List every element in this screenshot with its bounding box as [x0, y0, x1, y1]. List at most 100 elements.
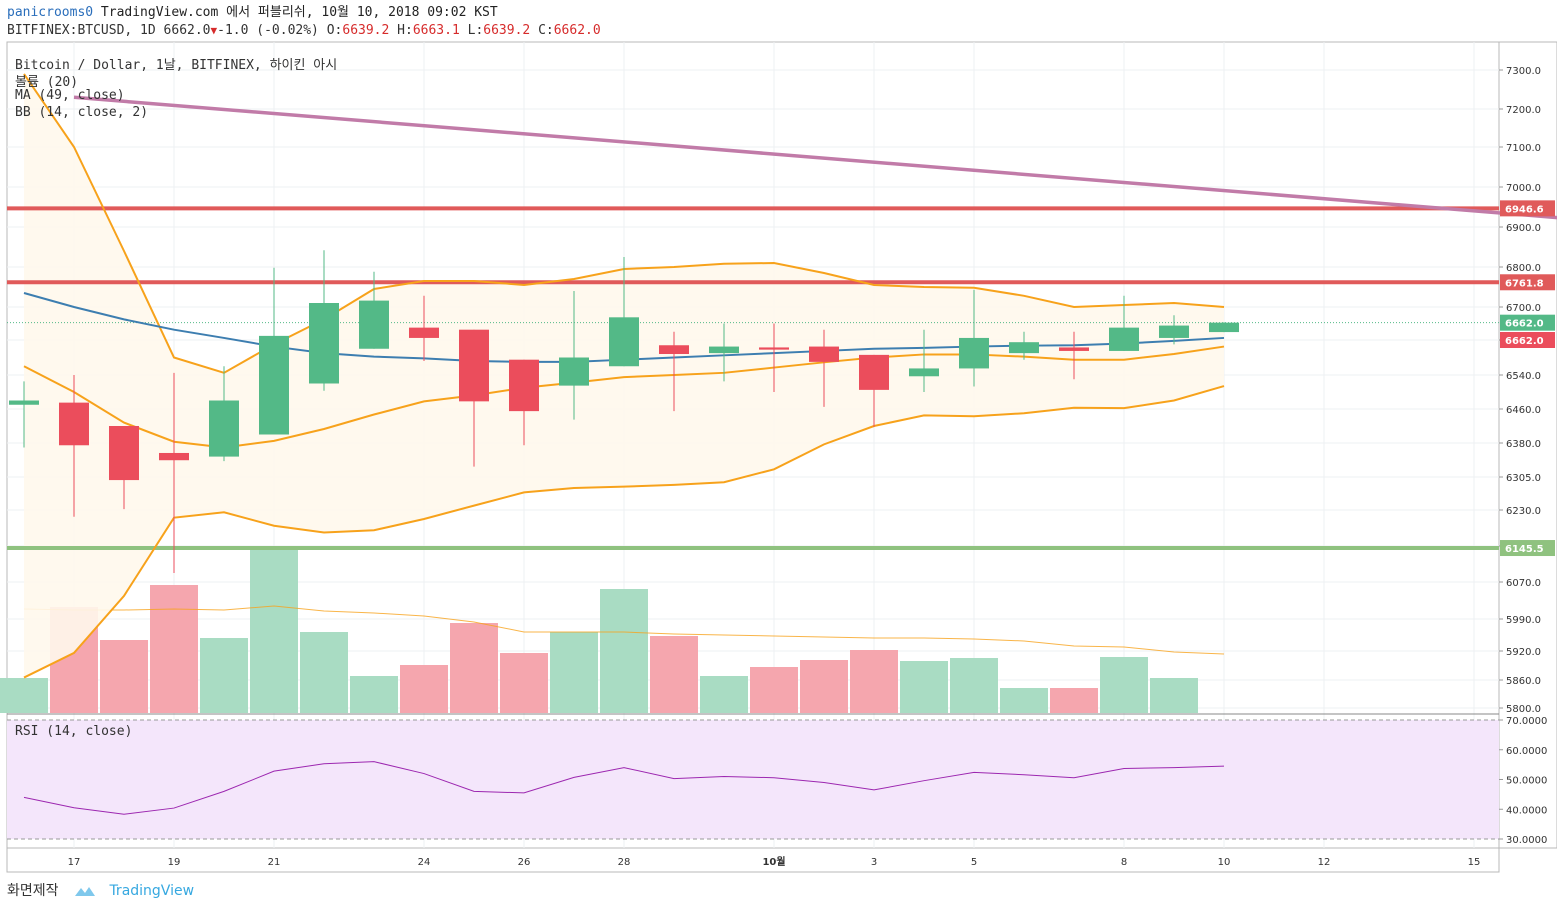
symbol-label[interactable]: BITFINEX:BTCUSD, 1D [7, 23, 156, 38]
price-tick-label: 6700.0 [1506, 303, 1541, 314]
candle [1109, 295, 1139, 351]
price-tag-box [1500, 314, 1555, 331]
candle-body [709, 346, 739, 354]
candle-body [309, 303, 339, 384]
candle [359, 271, 389, 349]
candle [459, 329, 489, 467]
author-link[interactable]: panicrooms0 [7, 5, 94, 20]
candle [559, 291, 589, 420]
candle-body [759, 347, 789, 350]
time-tick-label: 3 [871, 857, 877, 868]
candle-body [509, 359, 539, 412]
bollinger-lower-line [23, 385, 1225, 679]
candle [659, 331, 689, 412]
price-tick-label: 6380.0 [1506, 439, 1541, 450]
candle [959, 289, 989, 387]
candle [709, 323, 739, 382]
candle-body [1009, 342, 1039, 354]
price-tag-label: 6662.0 [1505, 319, 1544, 330]
candle-body [559, 357, 589, 386]
time-tick-label: 5 [971, 857, 977, 868]
candle [209, 366, 239, 462]
candle-body [159, 452, 189, 461]
volume-bar [550, 632, 598, 713]
volume-bar [650, 636, 698, 713]
time-tick-label: 19 [168, 857, 181, 868]
candle-body [859, 354, 889, 390]
price-tick-label: 5860.0 [1506, 676, 1541, 687]
publish-info: TradingView.com 에서 퍼블리쉬, 10월 10, 2018 09… [100, 5, 498, 20]
candle [509, 359, 539, 446]
open-label: O: [326, 23, 343, 38]
low-label: L: [467, 23, 484, 38]
volume-bar [350, 676, 398, 713]
candle [159, 372, 189, 573]
rsi-tick-label: 40.0000 [1506, 805, 1547, 816]
candle-body [359, 300, 389, 349]
candle-body [459, 329, 489, 402]
volume-bar [250, 546, 298, 713]
price-tick-label: 6800.0 [1506, 263, 1541, 274]
candle [609, 257, 639, 367]
volume-bar [150, 585, 198, 713]
rsi-band [7, 720, 1499, 839]
candle [59, 375, 89, 517]
footer: 화면제작 TradingView [7, 880, 194, 902]
candle [259, 267, 289, 435]
time-tick-label: 24 [418, 857, 431, 868]
time-tick-label: 8 [1121, 857, 1127, 868]
high-value: 6663.1 [412, 23, 460, 38]
time-tick-label: 28 [618, 857, 631, 868]
rsi-tick-label: 70.0000 [1506, 716, 1547, 727]
publish-line: panicrooms0 TradingView.com 에서 퍼블리쉬, 10월… [7, 4, 1547, 22]
price-tick-label: 6070.0 [1506, 578, 1541, 589]
last-price: 6662.0 [163, 23, 211, 38]
ohlc-line: BITFINEX:BTCUSD, 1D 6662.0▼-1.0 (-0.02%)… [7, 22, 1547, 40]
volume-bar [1150, 678, 1198, 713]
high-label: H: [397, 23, 413, 38]
time-tick-label: 10 [1218, 857, 1231, 868]
candle [109, 426, 139, 510]
volume-bar [950, 658, 998, 713]
volume-bar [600, 589, 648, 713]
price-tag-label: 6145.5 [1505, 544, 1544, 555]
candle [759, 323, 789, 392]
down-triangle-icon: ▼ [210, 24, 218, 37]
candle-body [9, 400, 39, 405]
volume-ma-line [23, 605, 1225, 655]
volume-bar [1100, 657, 1148, 713]
candle [409, 295, 439, 361]
volume-bar [1000, 688, 1048, 713]
open-value: 6639.2 [342, 23, 390, 38]
candle-body [1159, 325, 1189, 338]
volume-bar [700, 676, 748, 713]
chart-canvas[interactable]: 7300.0 7200.0 7100.0 7000.0 6900.0 6800.0 6700… [0, 0, 1557, 880]
close-value: 6662.0 [553, 23, 601, 38]
price-tick-label: 5990.0 [1506, 615, 1541, 626]
candle [859, 354, 889, 427]
candle [1209, 322, 1239, 333]
price-tick-label: 7000.0 [1506, 183, 1541, 194]
price-tick-label: 7100.0 [1506, 143, 1541, 154]
brand-link[interactable]: TradingView [109, 883, 195, 899]
price-tag-box [1500, 200, 1555, 217]
price-axis-panel [1498, 41, 1557, 849]
price-tick-label: 6540.0 [1506, 371, 1541, 382]
low-value: 6639.2 [483, 23, 531, 38]
price-tick-label: 5800.0 [1506, 704, 1541, 715]
candle [809, 329, 839, 407]
time-tick-label: 15 [1468, 857, 1481, 868]
rsi-tick-label: 60.0000 [1506, 746, 1547, 757]
time-tick-label: 21 [268, 857, 281, 868]
candle-body [659, 345, 689, 354]
candle-body [609, 317, 639, 367]
legend-title: Bitcoin / Dollar, 1날, BITFINEX, 하이킨 아시 [15, 58, 338, 73]
chart-header: panicrooms0 TradingView.com 에서 퍼블리쉬, 10월… [7, 4, 1547, 40]
candle-body [1059, 347, 1089, 351]
rsi-line [23, 761, 1225, 815]
volume-bar [450, 623, 498, 713]
candle [9, 381, 39, 448]
time-tick-label: 17 [68, 857, 81, 868]
legend-volume: 볼륨 (20) [15, 75, 79, 90]
candle-body [109, 426, 139, 481]
